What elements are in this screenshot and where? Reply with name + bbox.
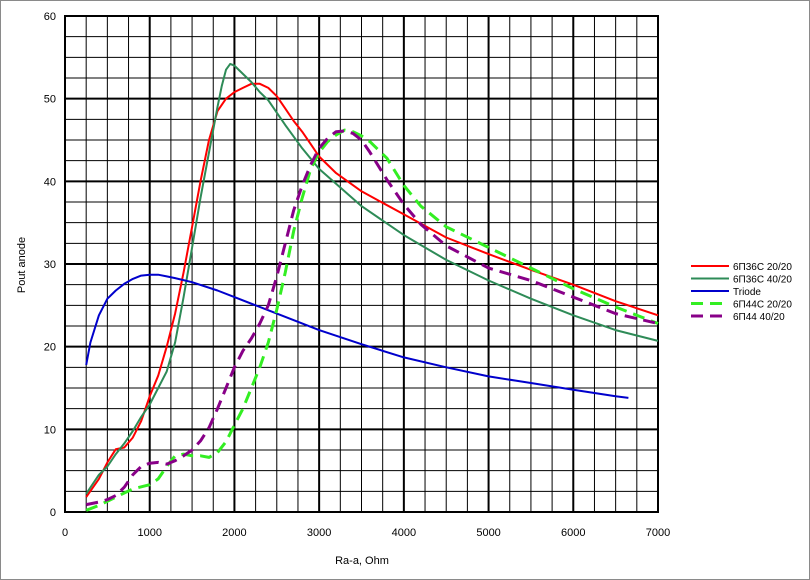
plot-area-border [64,15,659,513]
y-tick-label: 50 [44,94,56,106]
y-tick-label: 30 [44,259,56,271]
series-line-2 [85,62,659,495]
y-tick-label: 40 [44,176,56,188]
x-axis-label: Ra-a, Ohm [335,555,389,567]
legend-label: 6П44С 20/20 [733,300,792,311]
series-layer [85,62,659,512]
x-tick-label: 0 [62,527,68,539]
y-tick-label: 0 [50,507,56,519]
x-tick-label: 7000 [646,527,670,539]
series-line-5 [85,129,659,507]
y-tick-labels: 0 10 20 30 40 50 60 [44,11,56,519]
legend-label: 6П44 40/20 [733,312,785,323]
y-axis-label: Pout anode [16,237,28,293]
y-tick-label: 10 [44,424,56,436]
plot-border [64,15,659,513]
x-tick-label: 1000 [137,527,161,539]
x-tick-label: 2000 [222,527,246,539]
x-tick-labels: 0 1000 2000 3000 4000 5000 6000 7000 [62,527,670,539]
legend-label: Triode [733,287,761,298]
legend-label: 6П36С 40/20 [733,275,792,286]
x-tick-label: 6000 [561,527,585,539]
legend-label: 6П36С 20/20 [733,262,792,273]
y-tick-label: 20 [44,342,56,354]
x-tick-label: 3000 [307,527,331,539]
series-line-1 [85,82,659,498]
series-line-3 [85,273,629,399]
x-tick-label: 4000 [392,527,416,539]
x-tick-label: 5000 [476,527,500,539]
y-tick-label: 60 [44,11,56,23]
series-line-4 [85,128,659,512]
